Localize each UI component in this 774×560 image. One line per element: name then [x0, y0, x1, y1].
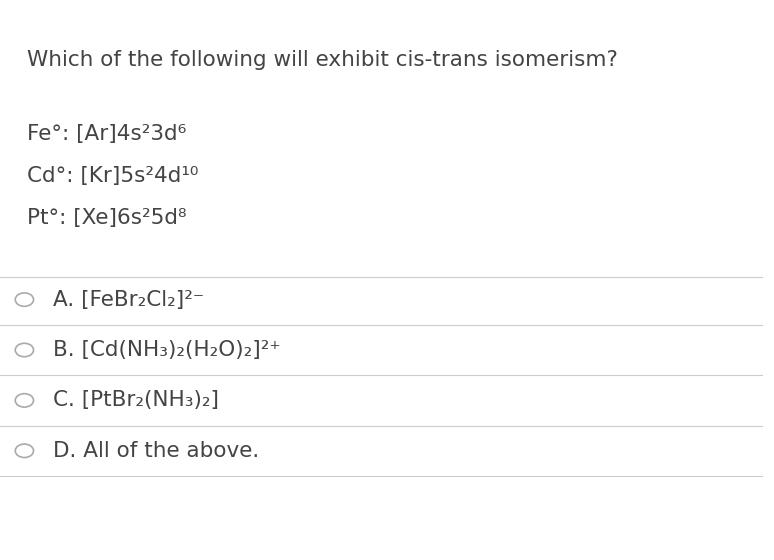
Text: C. [PtBr₂(NH₃)₂]: C. [PtBr₂(NH₃)₂]	[53, 390, 219, 410]
Text: Pt°: [Xe]6s²5d⁸: Pt°: [Xe]6s²5d⁸	[26, 208, 187, 228]
Text: Cd°: [Kr]5s²4d¹⁰: Cd°: [Kr]5s²4d¹⁰	[26, 166, 198, 186]
Text: A. [FeBr₂Cl₂]²⁻: A. [FeBr₂Cl₂]²⁻	[53, 290, 204, 310]
Text: Fe°: [Ar]4s²3d⁶: Fe°: [Ar]4s²3d⁶	[26, 124, 186, 144]
Text: D. All of the above.: D. All of the above.	[53, 441, 259, 461]
Text: Which of the following will exhibit cis-trans isomerism?: Which of the following will exhibit cis-…	[26, 50, 618, 71]
Text: B. [Cd(NH₃)₂(H₂O)₂]²⁺: B. [Cd(NH₃)₂(H₂O)₂]²⁺	[53, 340, 281, 360]
